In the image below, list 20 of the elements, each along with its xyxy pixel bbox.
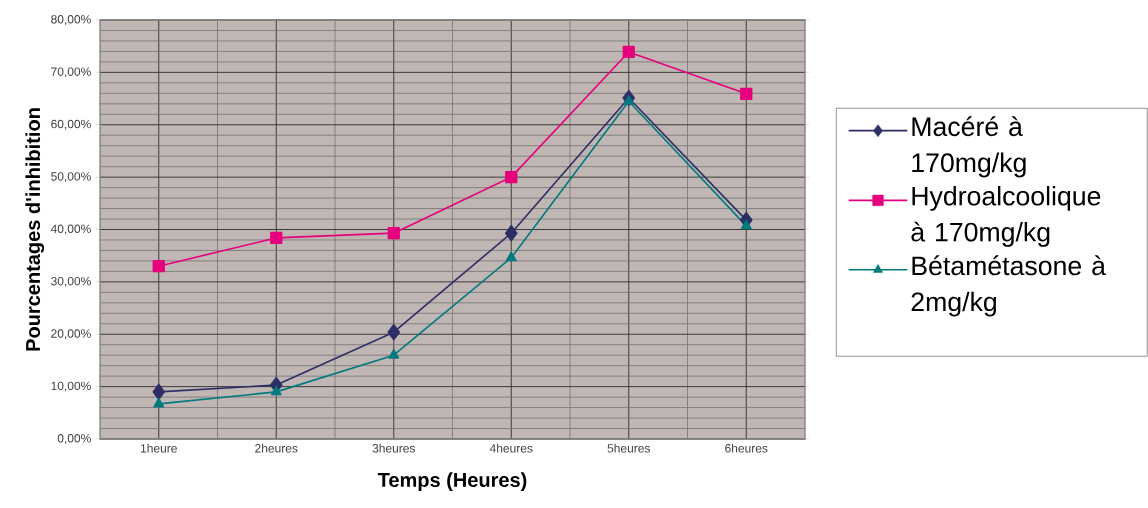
legend-label: Bétamétasone à 2mg/kg — [911, 255, 1106, 317]
x-axis-title: Temps (Heures) — [377, 472, 527, 491]
legend-label: Hydroalcoolique à 170mg/kg — [911, 185, 1101, 247]
y-tick-label: 30,00% — [51, 276, 91, 287]
y-tick-label: 0,00% — [57, 434, 91, 444]
y-axis-title: Pourcentages d'inhibition — [25, 108, 45, 351]
x-tick-label: 1heure — [140, 443, 177, 453]
x-tick-label: 2heures — [255, 443, 298, 453]
y-tick-label: 50,00% — [51, 172, 91, 183]
y-tick-label: 70,00% — [51, 67, 91, 78]
x-tick-label: 4heures — [489, 443, 533, 453]
y-tick-label: 40,00% — [50, 224, 91, 235]
y-tick-label: 80,00% — [51, 15, 91, 25]
x-tick-label: 6heures — [725, 443, 768, 453]
x-tick-label: 3heures — [372, 443, 415, 453]
y-tick-label: 60,00% — [51, 119, 91, 130]
y-tick-label: 20,00% — [51, 329, 91, 340]
y-tick-label: 10,00% — [51, 381, 91, 392]
x-tick-label: 5heures — [607, 443, 650, 453]
legend-label: Macéré à 170mg/kg — [912, 116, 1026, 178]
